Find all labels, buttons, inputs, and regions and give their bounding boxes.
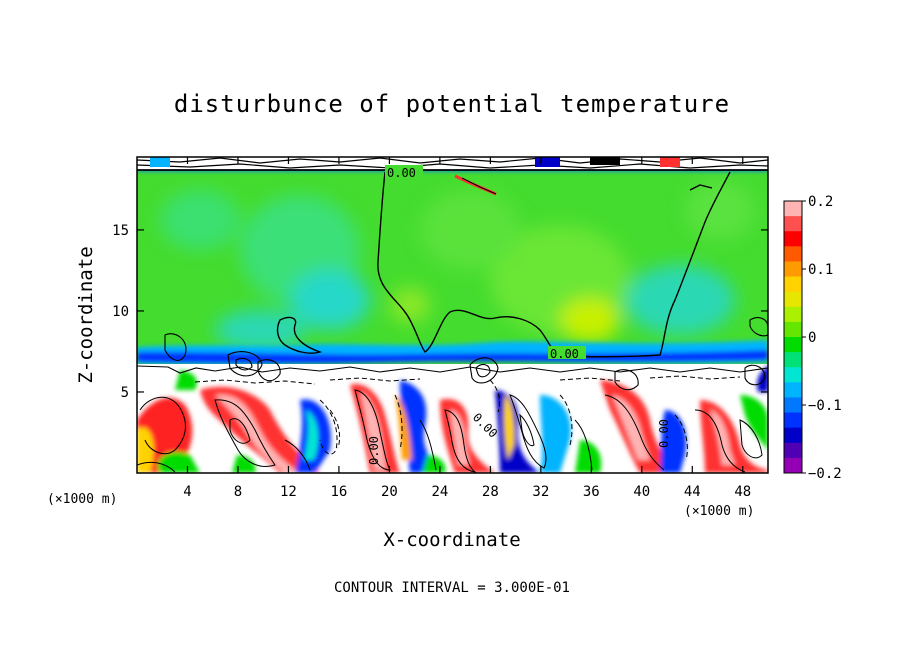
x-axis-label: X-coordinate <box>383 529 520 551</box>
colorbar-tick-label: 0.1 <box>808 262 833 278</box>
colorbar-swatch <box>784 352 802 368</box>
x-tick-label: 40 <box>633 484 650 500</box>
colorbar-swatch <box>784 442 802 459</box>
colorbar-tick-label: −0.2 <box>808 466 842 482</box>
negative-dashed-contours <box>194 375 741 461</box>
x-axis-unit-right: (×1000 m) <box>684 504 754 519</box>
contour-label: 0.00 <box>657 419 671 448</box>
colorbar-swatch <box>784 321 802 338</box>
colorbar-swatch <box>784 201 802 217</box>
colorbar-swatch <box>784 306 802 323</box>
wave-contours <box>137 317 768 391</box>
x-axis-unit-left: (×1000 m) <box>47 492 117 507</box>
colorbar-swatch <box>784 246 802 262</box>
colorbar-swatch <box>784 397 802 414</box>
colorbar-swatch <box>784 367 802 383</box>
x-tick-label: 4 <box>183 484 191 500</box>
zero-contours <box>276 171 731 358</box>
contour-label: 0.00 <box>367 436 381 465</box>
x-tick-label: 36 <box>583 484 600 500</box>
y-axis: 5 10 15 <box>112 223 768 401</box>
colorbar-swatch <box>784 291 802 308</box>
colorbar-swatch <box>784 457 802 474</box>
y-tick-label: 15 <box>112 223 129 239</box>
y-tick-label: 5 <box>121 385 129 401</box>
colorbar-swatch <box>784 337 802 353</box>
colorbar-swatch <box>784 276 802 293</box>
colorbar-tick-label: 0 <box>808 330 816 346</box>
y-axis-label: Z-coordinate <box>75 246 97 383</box>
y-tick-label: 10 <box>112 304 129 320</box>
x-tick-label: 32 <box>532 484 549 500</box>
colorbar-swatch <box>784 412 802 429</box>
x-tick-label: 28 <box>482 484 499 500</box>
x-tick-label: 48 <box>734 484 751 500</box>
colorbar: 0.2 0.1 0 −0.1 −0.2 <box>783 194 842 482</box>
chart-title: disturbunce of potential temperature <box>174 90 730 118</box>
x-tick-label: 8 <box>234 484 242 500</box>
x-tick-label: 20 <box>381 484 398 500</box>
x-tick-label: 44 <box>684 484 701 500</box>
x-axis: 4 8 12 16 20 24 28 32 36 40 44 48 <box>183 157 751 500</box>
x-tick-label: 24 <box>431 484 448 500</box>
plot-area: 0.00 0.00 0.00 0.00 0.00 <box>137 157 768 473</box>
x-tick-label: 16 <box>330 484 347 500</box>
lower-layer-field <box>137 366 768 473</box>
upper-filament-core <box>461 177 497 195</box>
colorbar-swatch <box>784 261 802 278</box>
x-tick-label: 12 <box>280 484 297 500</box>
colorbar-swatch <box>784 231 802 247</box>
colorbar-swatch <box>784 382 802 398</box>
top-boundary-strip <box>137 157 768 171</box>
colorbar-swatch <box>784 427 802 444</box>
contour-label: 0.00 <box>550 347 579 361</box>
colorbar-tick-label: 0.2 <box>808 194 833 210</box>
plot-frame <box>136 156 769 474</box>
colorbar-swatch <box>784 216 802 232</box>
upper-layer-field <box>160 180 755 350</box>
contour-label: 0.00 <box>387 166 416 180</box>
contour-interval-note: CONTOUR INTERVAL = 3.000E-01 <box>334 580 570 596</box>
colorbar-tick-label: −0.1 <box>808 398 842 414</box>
